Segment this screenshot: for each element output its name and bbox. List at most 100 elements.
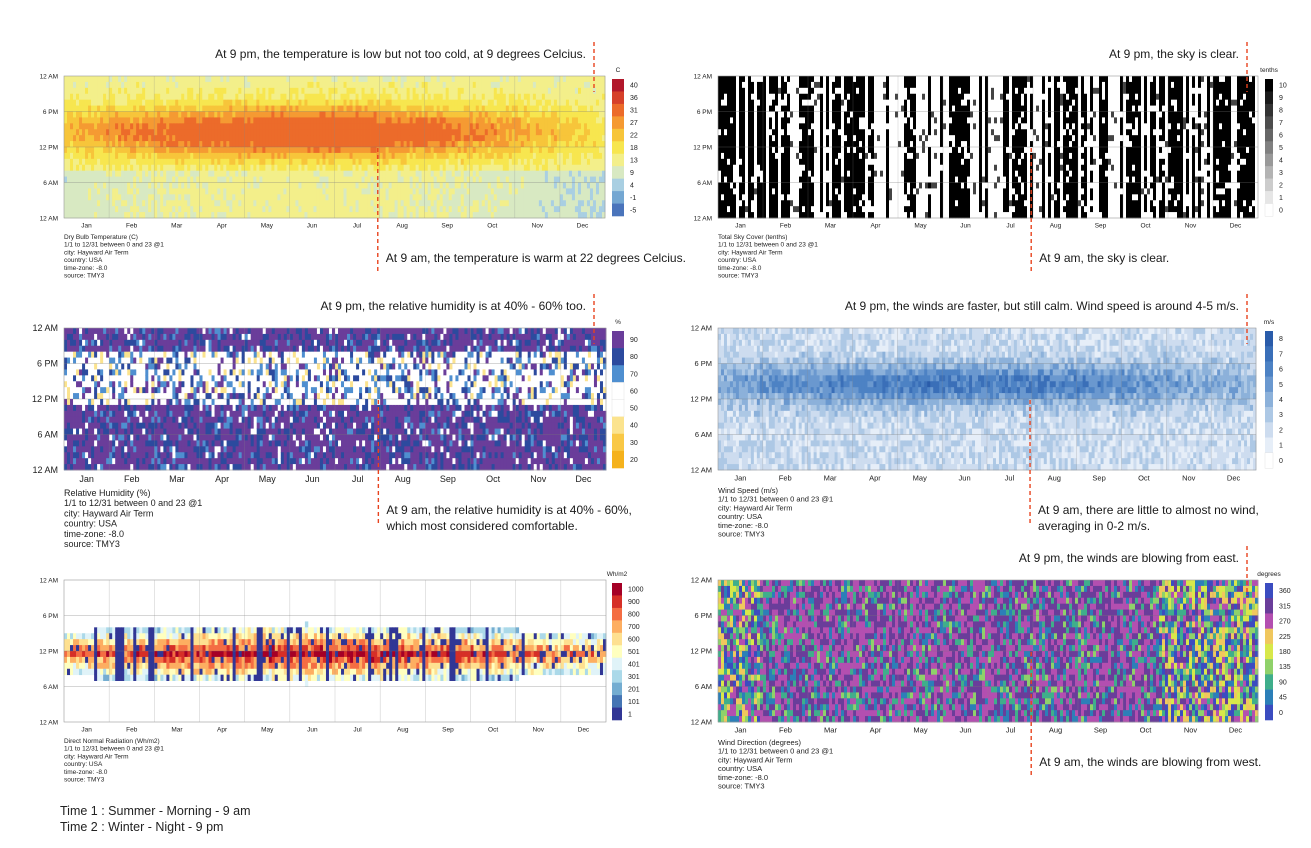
heatmap-cell	[589, 194, 594, 201]
heatmap-cell	[319, 81, 323, 89]
heatmap-cell	[385, 206, 389, 213]
heatmap-cell	[427, 147, 432, 154]
heatmap-cell	[151, 117, 155, 124]
heatmap-cell	[517, 135, 522, 142]
heatmap-cell	[733, 81, 737, 89]
heatmap-cell	[73, 200, 77, 207]
legend-label: 22	[630, 133, 638, 140]
heatmap-cell	[208, 76, 212, 83]
heatmap-cell	[766, 129, 770, 136]
heatmap-cell	[547, 141, 552, 148]
heatmap-cell	[109, 176, 113, 183]
heatmap-cell	[784, 188, 788, 195]
heatmap-cell	[433, 135, 438, 142]
heatmap-cell	[331, 93, 335, 101]
heatmap-cell	[394, 117, 399, 124]
heatmap-cell	[508, 158, 513, 166]
heatmap-cell	[727, 188, 731, 195]
heatmap-cell	[115, 158, 119, 166]
heatmap-cell	[295, 111, 299, 118]
heatmap-cell	[508, 123, 513, 130]
heatmap-cell	[289, 164, 293, 172]
heatmap-cell	[85, 129, 89, 136]
heatmap-cell	[580, 105, 585, 112]
heatmap-cell	[241, 105, 245, 112]
heatmap-cell	[196, 188, 200, 195]
heatmap-cell	[433, 129, 438, 136]
heatmap-cell	[157, 93, 161, 101]
heatmap-cell	[118, 194, 122, 201]
heatmap-cell	[718, 105, 722, 112]
annotation-9am: At 9 am, the temperature is warm at 22 d…	[386, 251, 686, 265]
heatmap-cell	[403, 200, 408, 207]
heatmap-cell	[583, 147, 588, 154]
heatmap-cell	[496, 135, 501, 142]
heatmap-cell	[787, 81, 791, 89]
heatmap-cell	[268, 111, 272, 118]
heatmap-cell	[232, 170, 236, 177]
heatmap-cell	[439, 212, 444, 219]
heatmap-cell	[250, 99, 254, 106]
heatmap-cell	[70, 99, 74, 106]
heatmap-cell	[283, 147, 287, 154]
heatmap-cell	[121, 81, 125, 89]
heatmap-cell	[259, 81, 263, 89]
heatmap-cell	[136, 158, 140, 166]
heatmap-cell	[544, 164, 549, 172]
heatmap-cell	[484, 123, 489, 130]
heatmap-cell	[247, 141, 251, 148]
heatmap-cell	[325, 123, 329, 130]
heatmap-cell	[322, 123, 326, 130]
heatmap-cell	[571, 194, 576, 201]
heatmap-cell	[301, 182, 305, 189]
heatmap-cell	[181, 188, 185, 195]
heatmap-cell	[406, 170, 411, 177]
heatmap-cell	[298, 135, 302, 142]
heatmap-cell	[250, 206, 254, 213]
heatmap-cell	[445, 194, 450, 201]
heatmap-cell	[751, 135, 755, 142]
heatmap-cell	[379, 182, 383, 189]
heatmap-cell	[553, 212, 558, 219]
heatmap-cell	[310, 76, 314, 83]
heatmap-cell	[316, 81, 320, 89]
heatmap-cell	[526, 93, 531, 101]
heatmap-cell	[385, 158, 389, 166]
heatmap-cell	[739, 164, 743, 172]
heatmap-cell	[469, 164, 474, 172]
heatmap-cell	[214, 152, 218, 160]
heatmap-cell	[466, 105, 471, 112]
heatmap-cell	[526, 135, 531, 142]
heatmap-cell	[151, 212, 155, 219]
heatmap-cell	[223, 99, 227, 106]
heatmap-cell	[100, 93, 104, 101]
heatmap-cell	[433, 212, 438, 219]
heatmap-cell	[190, 81, 194, 89]
heatmap-cell	[310, 99, 314, 106]
heatmap-cell	[445, 76, 450, 83]
heatmap-cell	[130, 158, 134, 166]
heatmap-cell	[334, 200, 338, 207]
heatmap-cell	[577, 81, 582, 89]
heatmap-cell	[565, 81, 570, 89]
heatmap-cell	[562, 158, 567, 166]
heatmap-cell	[718, 200, 722, 207]
heatmap-cell	[211, 105, 215, 112]
heatmap-cell	[736, 152, 740, 160]
heatmap-cell	[595, 176, 600, 183]
heatmap-cell	[205, 81, 209, 89]
heatmap-cell	[277, 135, 281, 142]
heatmap-cell	[478, 123, 483, 130]
heatmap-cell	[553, 99, 558, 106]
heatmap-cell	[514, 194, 519, 201]
heatmap-cell	[79, 123, 83, 130]
heatmap-cell	[769, 81, 773, 89]
heatmap-cell	[361, 170, 365, 177]
heatmap-cell	[727, 212, 731, 219]
heatmap-cell	[334, 123, 338, 130]
heatmap-cell	[790, 170, 794, 177]
heatmap-cell	[529, 170, 534, 177]
heatmap-cell	[79, 212, 83, 219]
heatmap-cell	[565, 188, 570, 195]
heatmap-cell	[460, 87, 465, 95]
